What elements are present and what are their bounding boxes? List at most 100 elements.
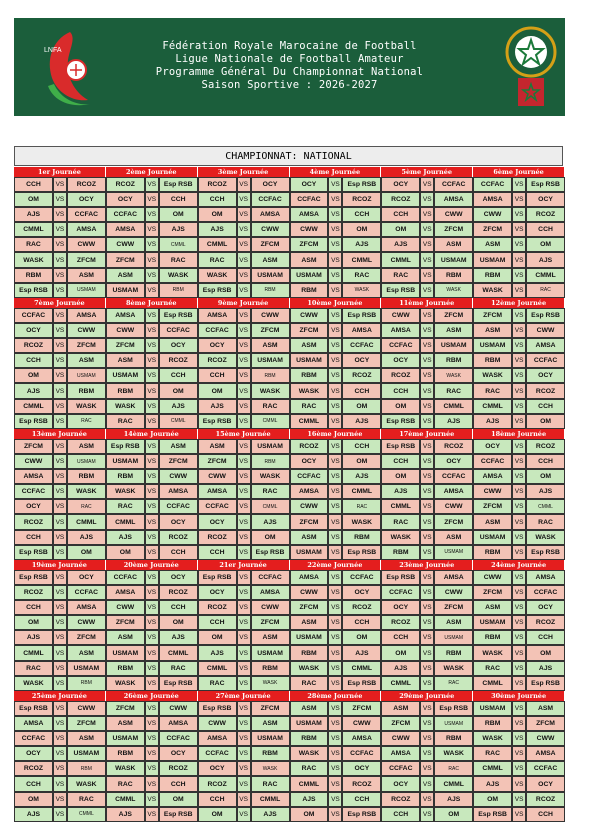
round-column: CWW VS AMSA ZFCM VS CCFAC ASM VS OCY USMAM VS RCOZ R… <box>473 570 565 691</box>
away-team: ASM <box>526 701 565 717</box>
home-team: Esp RSB <box>14 570 53 586</box>
vs-label: VS <box>236 761 251 777</box>
home-team: OM <box>197 806 237 822</box>
home-team: OM <box>197 207 237 223</box>
match-row: ZFCM VS CCFAC <box>473 585 565 601</box>
vs-label: VS <box>328 675 343 691</box>
home-team: CCH <box>14 776 53 792</box>
away-team: CWW <box>526 731 565 747</box>
away-team: AMSA <box>66 308 106 324</box>
vs-label: VS <box>512 514 527 530</box>
home-team: CMML <box>197 237 237 253</box>
home-team: ASM <box>289 615 329 631</box>
away-team: CCFAC <box>66 207 106 223</box>
round-column: CCFAC VS OCY AMSA VS RCOZ CWW VS CCH ZFCM VS OM ASM V… <box>105 570 198 691</box>
round-name: 26ème Journée <box>106 691 198 701</box>
match-row: USMAM VS RCOZ <box>473 615 565 631</box>
home-team: RBM <box>105 660 145 676</box>
match-row: CMML VS RCOZ <box>289 776 382 792</box>
round-name: 14ème Journée <box>106 429 198 439</box>
match-row: CMML VS AJS <box>289 413 382 429</box>
match-row: ASM VS AMSA <box>105 716 198 732</box>
away-team: OCY <box>250 177 290 193</box>
vs-label: VS <box>328 716 343 732</box>
vs-label: VS <box>420 484 435 500</box>
home-team: ZFCM <box>105 338 145 354</box>
away-team: RCOZ <box>158 761 198 777</box>
home-team: RAC <box>289 398 329 414</box>
away-team: CMML <box>66 806 106 822</box>
home-team: RAC <box>473 383 513 399</box>
vs-label: VS <box>144 806 159 822</box>
vs-label: VS <box>420 398 435 414</box>
vs-label: VS <box>52 776 67 792</box>
match-row: USMAM VS CCFAC <box>105 731 198 747</box>
match-row: RBM VS CCH <box>473 630 565 646</box>
away-team: RAC <box>342 267 382 283</box>
match-row: CCFAC VS OM <box>105 207 198 223</box>
home-team: AMSA <box>14 469 53 485</box>
vs-label: VS <box>328 338 343 354</box>
away-team: RCOZ <box>158 353 198 369</box>
match-row: RAC VS OM <box>289 398 382 414</box>
round-name: 24ème Journée <box>473 560 565 570</box>
away-team: RAC <box>526 282 565 298</box>
away-team: ZFCM <box>250 615 290 631</box>
home-team: RAC <box>473 746 513 762</box>
vs-label: VS <box>236 585 251 601</box>
match-row: ZFCM VS Esp RSB <box>473 308 565 324</box>
home-team: WASK <box>473 368 513 384</box>
match-row: USMAM VS ASM <box>473 701 565 717</box>
match-row: ASM VS USMAM <box>197 439 290 455</box>
away-team: RAC <box>526 514 565 530</box>
away-team: CWW <box>526 323 565 339</box>
away-team: ZFCM <box>66 252 106 268</box>
vs-label: VS <box>144 252 159 268</box>
match-row: ZFCM VS RBM <box>197 454 290 470</box>
home-team: ZFCM <box>105 252 145 268</box>
away-team: WASK <box>434 660 474 676</box>
vs-label: VS <box>512 439 527 455</box>
home-team: USMAM <box>105 731 145 747</box>
away-team: Esp RSB <box>158 177 198 193</box>
home-team: OM <box>289 806 329 822</box>
match-row: RCOZ VS AJS <box>381 791 474 807</box>
vs-label: VS <box>512 454 527 470</box>
vs-label: VS <box>328 353 343 369</box>
vs-label: VS <box>328 499 343 515</box>
home-team: CCH <box>197 544 237 560</box>
round-name: 20ème Journée <box>106 560 198 570</box>
home-team: CMML <box>473 761 513 777</box>
match-row: ZFCM VS WASK <box>289 514 382 530</box>
home-team: CCFAC <box>197 499 237 515</box>
away-team: CCH <box>342 207 382 223</box>
vs-label: VS <box>52 660 67 676</box>
home-team: CWW <box>381 308 421 324</box>
away-team: WASK <box>66 398 106 414</box>
vs-label: VS <box>236 252 251 268</box>
away-team: ASM <box>66 267 106 283</box>
vs-label: VS <box>512 544 527 560</box>
away-team: CMML <box>66 514 106 530</box>
home-team: ZFCM <box>105 701 145 717</box>
round-column: Esp RSB VS CWW AMSA VS ZFCM CCFAC VS ASM OCY VS USM… <box>14 701 106 822</box>
vs-label: VS <box>236 791 251 807</box>
away-team: AMSA <box>66 600 106 616</box>
away-team: CCH <box>158 776 198 792</box>
match-row: RAC VS ASM <box>197 252 290 268</box>
away-team: ZFCM <box>66 338 106 354</box>
home-team: ZFCM <box>381 716 421 732</box>
away-team: ZFCM <box>66 716 106 732</box>
match-row: OM VS ASM <box>197 630 290 646</box>
home-team: AJS <box>197 645 237 661</box>
away-team: USMAM <box>250 731 290 747</box>
away-team: WASK <box>342 282 382 298</box>
match-row: RAC VS ZFCM <box>381 514 474 530</box>
vs-label: VS <box>512 469 527 485</box>
away-team: RBM <box>250 454 290 470</box>
season-label: Saison Sportive : 2026-2027 <box>201 79 378 91</box>
round-column: Esp RSB VS CCFAC OCY VS AMSA RCOZ VS CWW CCH VS ZFC… <box>197 570 290 691</box>
vs-label: VS <box>420 252 435 268</box>
home-team: AJS <box>105 529 145 545</box>
away-team: CMML <box>158 645 198 661</box>
